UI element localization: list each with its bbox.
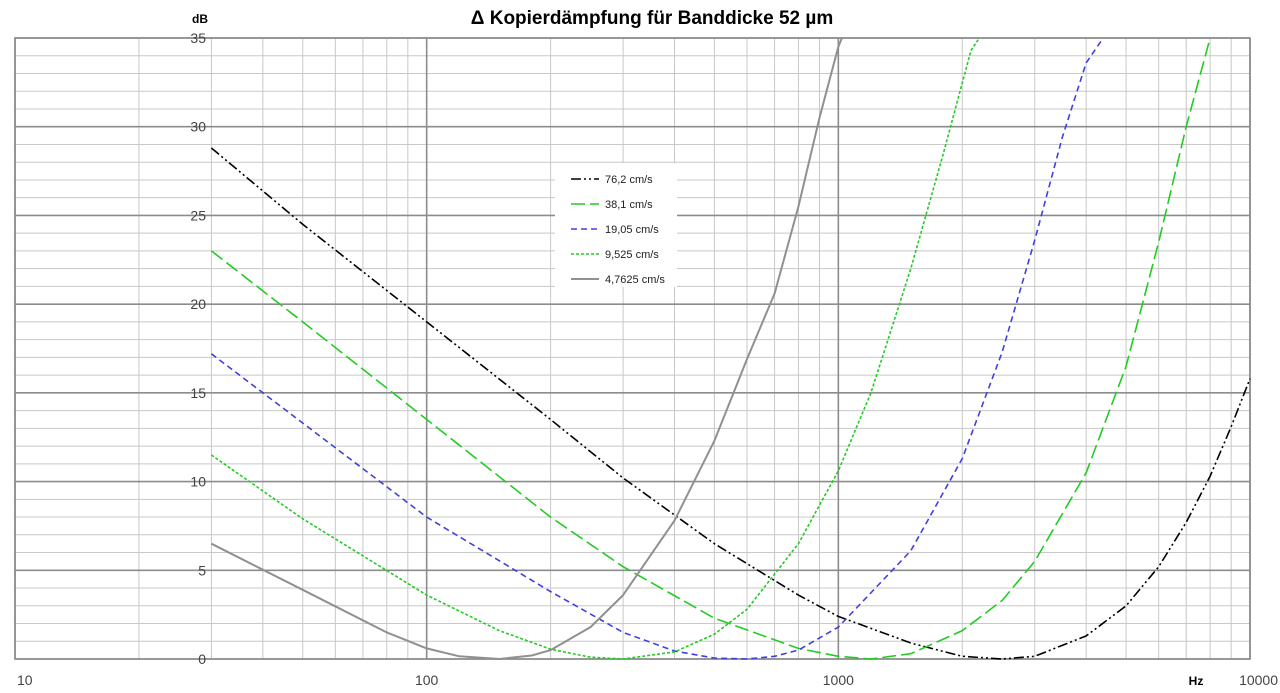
plot-border: [14, 37, 1251, 660]
legend-box: [555, 163, 677, 287]
x-tick-label: 100: [415, 672, 439, 688]
y-tick-label: 10: [190, 474, 206, 490]
legend-label: 9,525 cm/s: [605, 249, 659, 261]
x-tick-label: 10: [17, 672, 33, 688]
legend-label: 4,7625 cm/s: [605, 274, 665, 286]
x-tick-label: 10000: [1239, 672, 1278, 688]
x-axis-unit: Hz: [1189, 674, 1204, 688]
legend-label: 38,1 cm/s: [605, 199, 653, 211]
y-tick-label: 20: [190, 296, 206, 312]
tick-labels: 0 5 10 15 20 25 30 35 10 100 1000 10000: [17, 30, 1278, 688]
series-line-2: [210, 37, 1211, 660]
grid: [14, 37, 1251, 660]
x-tick-label: 1000: [823, 672, 854, 688]
chart-title: Δ Kopierdämpfung für Banddicke 52 µm: [471, 8, 833, 29]
y-axis-unit: dB: [192, 12, 208, 26]
series-line-3: [210, 37, 1104, 660]
y-tick-label: 30: [190, 119, 206, 135]
series-line-4: [210, 37, 980, 660]
y-tick-label: 15: [190, 385, 206, 401]
y-tick-label: 25: [190, 207, 206, 223]
series-line-1: [210, 147, 1251, 660]
legend: 76,2 cm/s 38,1 cm/s 19,05 cm/s 9,525 cm/s 4,…: [555, 163, 677, 287]
y-tick-label: 0: [198, 651, 206, 667]
legend-label: 19,05 cm/s: [605, 224, 659, 236]
y-tick-label: 35: [190, 30, 206, 46]
legend-label: 76,2 cm/s: [605, 174, 653, 186]
y-tick-label: 5: [198, 562, 206, 578]
series-line-5: [210, 37, 843, 660]
series-lines: [210, 37, 1251, 660]
